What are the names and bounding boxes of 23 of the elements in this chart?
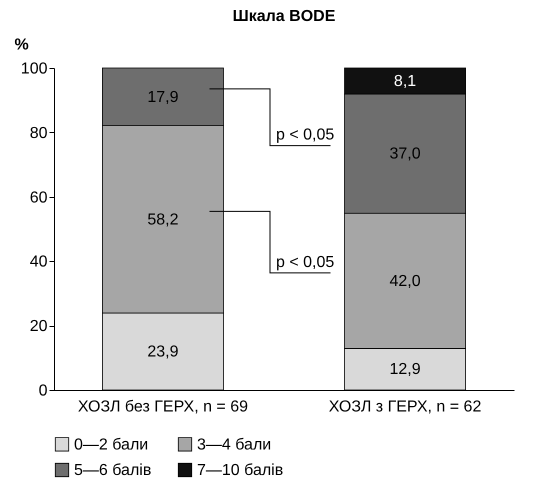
legend-label: 5—6 балів [74,462,152,479]
data-label: 23,9 [147,344,179,361]
y-tick-label: 80 [30,124,48,142]
y-tick-label: 60 [30,189,48,206]
chart-title: Шкала BODE [232,8,336,25]
y-tick-label: 0 [38,382,48,400]
data-label: 17,9 [147,88,179,106]
x-tick-label: ХОЗЛ без ГЕРХ, n = 69 [78,398,248,416]
y-tick-label: 20 [30,318,48,336]
data-label: 58,2 [147,211,179,228]
y-axis-title: % [14,36,29,54]
data-label: 37,0 [389,146,421,163]
legend-label: 7—10 балів [197,462,284,479]
x-tick-label: ХОЗЛ з ГЕРХ, n = 62 [328,398,482,416]
y-tick-label: 40 [30,254,48,271]
data-label: 42,0 [389,272,421,290]
data-label: 8,1 [394,73,416,90]
annotation: p < 0,05 [276,126,334,144]
legend-label: 0—2 бали [74,436,148,454]
y-tick-label: 100 [20,60,48,78]
data-label: 12,9 [389,361,421,378]
legend-label: 3—4 бали [197,436,272,454]
annotation: p < 0,05 [276,254,334,271]
